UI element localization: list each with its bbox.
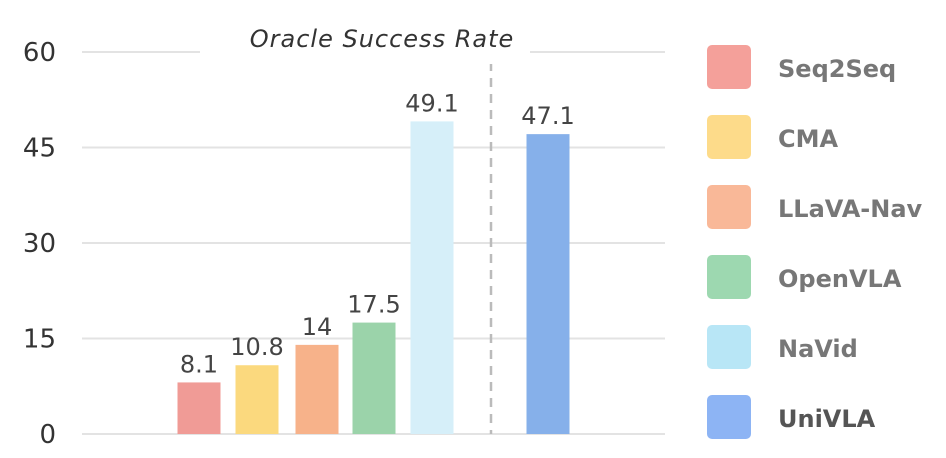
bar-seq2seq	[177, 382, 221, 434]
bar-value-label-navid: 49.1	[405, 89, 458, 117]
bar-value-label-univla: 47.1	[521, 102, 574, 130]
y-tick-label-45: 45	[23, 134, 56, 164]
chart-title: Oracle Success Rate	[250, 25, 515, 53]
legend-label-univla: UniVLA	[778, 405, 876, 433]
legend-swatch-navid	[707, 325, 751, 369]
y-tick-label-30: 30	[23, 229, 56, 259]
bar-cma	[235, 365, 279, 434]
bar-openvla	[352, 322, 396, 434]
bar-navid	[410, 121, 454, 434]
bar-llava-nav	[295, 344, 339, 434]
y-axis-tick-layer: 0 15 30 45 60	[23, 38, 56, 450]
legend-swatch-openvla	[707, 255, 751, 299]
legend-label-openvla: OpenVLA	[778, 265, 902, 293]
legend-label-seq2seq: Seq2Seq	[778, 55, 896, 83]
y-tick-label-15: 15	[23, 325, 56, 355]
bar-layer	[177, 121, 570, 434]
legend-label-navid: NaVid	[778, 335, 858, 363]
title-layer: Oracle Success Rate	[200, 20, 530, 64]
legend-label-llava-nav: LLaVA-Nav	[778, 195, 923, 223]
bar-value-label-cma: 10.8	[230, 333, 283, 361]
legend: Seq2Seq CMA LLaVA-Nav OpenVLA NaVid UniVLA	[707, 45, 923, 439]
legend-label-cma: CMA	[778, 125, 838, 153]
bar-univla	[526, 134, 570, 434]
y-tick-label-0: 0	[39, 420, 56, 450]
legend-swatch-llava-nav	[707, 185, 751, 229]
legend-swatch-cma	[707, 115, 751, 159]
bar-value-label-seq2seq: 8.1	[180, 350, 218, 378]
bar-value-label-layer: 8.1 10.8 14 17.5 49.1 47.1	[180, 89, 575, 378]
bar-value-label-llava-nav: 14	[302, 313, 333, 341]
y-tick-label-60: 60	[23, 38, 56, 68]
bar-value-label-openvla: 17.5	[347, 291, 400, 319]
legend-swatch-univla	[707, 395, 751, 439]
legend-swatch-seq2seq	[707, 45, 751, 89]
title-background	[200, 20, 530, 64]
